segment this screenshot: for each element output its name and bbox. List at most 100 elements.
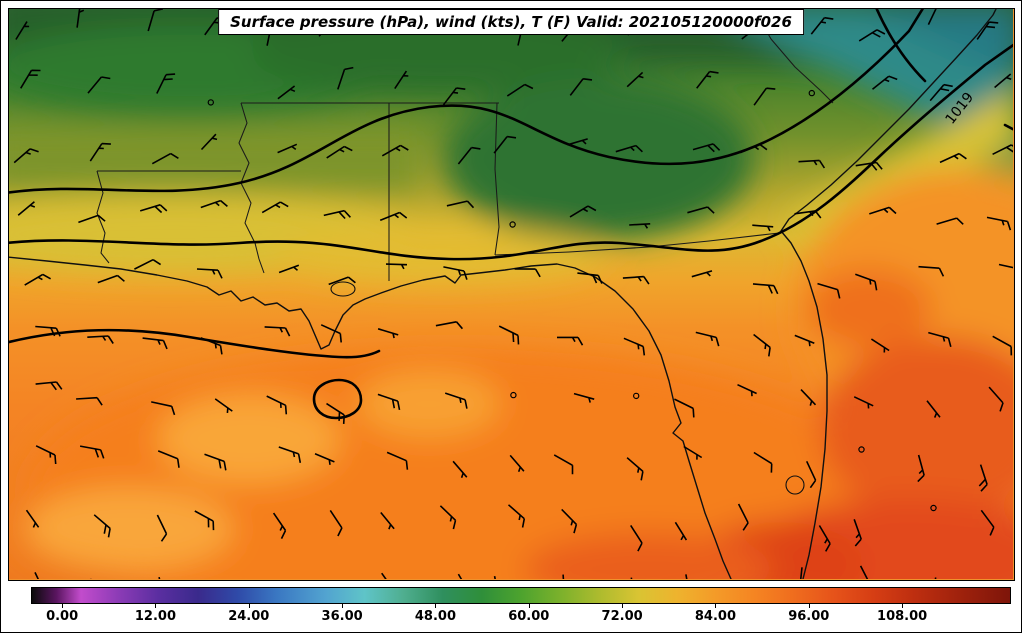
wind-barb [794,334,815,347]
geography-coastlines [9,9,997,579]
wind-barb [853,396,874,409]
wind-barb [623,337,646,356]
wind-barb [855,273,878,291]
wind-barb [994,73,1012,89]
wind-barb [992,144,1013,156]
wind-barb [493,135,517,154]
wind-barb [89,142,111,162]
wind-barb [377,393,401,411]
wind-barb [446,200,475,209]
map-panel: 1019 [8,8,1015,581]
wind-barb [514,268,541,278]
wind-barb [695,331,720,347]
wind-barb [381,572,387,579]
wind-barb [740,143,768,154]
colorbar-tick-label: 72.00 [601,609,643,624]
wind-barb [629,223,651,229]
wind-barb [35,325,61,337]
wind-barb [794,210,822,219]
wind-barb [194,510,215,531]
wind-barb [200,199,228,209]
wind-barb [87,335,114,344]
colorbar-tick-label: 60.00 [508,609,550,624]
calm-wind-circle [633,392,640,400]
wind-barb [976,21,999,40]
map-canvas: 1019 [9,9,1013,579]
wind-barb [156,73,176,94]
wind-barb [752,224,774,232]
wind-barb [936,217,964,225]
wind-barb [992,335,1013,356]
wind-barb [15,21,30,40]
state-borders [96,9,834,281]
colorbar-tick-label: 12.00 [134,609,176,624]
wind-barb [93,514,111,538]
wind-barb [753,333,771,357]
wind-barb [380,511,395,530]
wind-barb [386,451,409,470]
wind-barb [696,70,719,89]
wind-barb [377,328,399,339]
wind-barb [200,337,223,355]
wind-barb [76,396,103,406]
wind-barb [381,144,409,157]
wind-barb [457,573,463,579]
wind-barb [577,272,603,284]
wind-barb [691,270,713,278]
wind-barb [498,325,520,345]
wind-barb [630,524,643,552]
pressure-contour-1019-a [875,9,927,83]
wind-barb [323,209,351,220]
wind-barb [752,283,779,295]
border-mississippi-river [238,102,265,274]
wind-barb [573,392,595,403]
wind-barb [17,201,36,216]
pressure-contours [9,9,1013,420]
wind-barb [326,145,353,159]
colorbar-tick-mark [155,604,157,608]
wind-barb [753,451,773,473]
wind-barb [557,336,584,346]
wind-barb [978,464,988,492]
wind-barb [24,273,51,286]
colorbar-tick-mark [808,604,810,608]
wind-barb [385,263,408,270]
wind-barb [859,565,869,579]
wind-barb [452,460,468,479]
colorbar [31,587,1011,604]
wind-barb [147,9,164,32]
wind-barb [980,509,995,536]
wind-barb [20,69,41,89]
wind-barb [855,161,883,171]
wind-barb [509,454,525,473]
wind-barb [264,326,291,337]
wind-barb [927,9,937,25]
wind-barb [929,83,953,102]
wind-barb [435,321,464,330]
colorbar-tick-mark [248,604,250,608]
wind-barb [817,282,841,299]
wind-barb [986,216,1012,231]
colorbar-tick-label: 24.00 [228,609,270,624]
wind-barb [329,509,343,537]
pressure-contour-upper-1 [9,9,925,194]
wind-barb [506,83,534,97]
wind-barb [553,454,574,475]
wind-barb [561,508,578,534]
wind-barb [214,398,233,413]
wind-barb [683,445,703,460]
wind-barb [314,453,335,465]
wind-barb [261,201,289,214]
calm-wind-circle [509,221,516,228]
colorbar-tick-mark [622,604,624,608]
wind-barb [157,450,180,468]
wind-barb [998,263,1013,269]
colorbar-tick-mark [62,604,64,608]
wind-barb [858,29,886,42]
colorbar-ticks: 0.00 12.00 24.00 36.00 48.00 60.00 72.00 84.00 9… [1,604,1021,632]
colorbar-tick-label: 0.00 [46,609,79,624]
wind-barb [87,76,111,94]
lake-okeechobee [785,475,805,495]
wind-barb [567,138,588,146]
